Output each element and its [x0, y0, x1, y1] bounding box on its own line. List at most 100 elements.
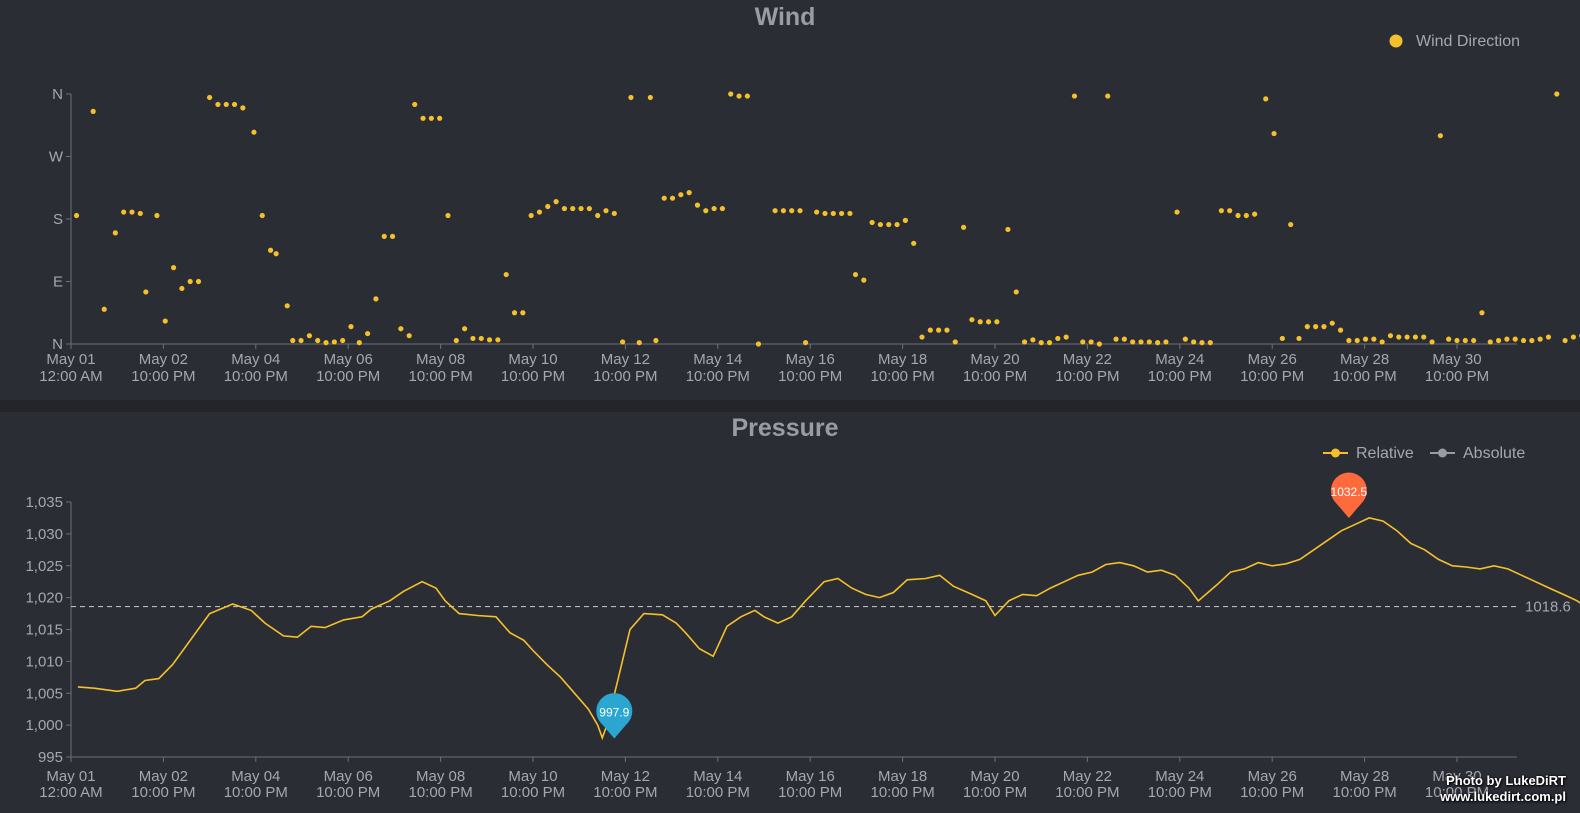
- wind-point: [1537, 336, 1543, 342]
- wind-point: [1174, 209, 1180, 215]
- wind-point: [969, 317, 975, 323]
- wind-point: [154, 212, 160, 219]
- wind-x-tick-label: May 24: [1155, 351, 1204, 368]
- wind-point: [1520, 337, 1527, 344]
- wind-point: [143, 289, 149, 295]
- wind-point: [462, 326, 468, 332]
- pressure-x-tick-label: 10:00 PM: [408, 784, 472, 801]
- wind-point: [1163, 339, 1169, 345]
- wind-point: [1545, 334, 1552, 340]
- wind-point: [1155, 340, 1161, 346]
- wind-point: [240, 105, 246, 111]
- wind-point: [586, 205, 592, 212]
- pressure-x-tick-label: May 30: [1432, 768, 1481, 785]
- wind-point: [1263, 96, 1269, 102]
- wind-point: [1529, 337, 1535, 344]
- wind-point: [985, 319, 992, 325]
- pressure-y-ticks: 995 1,000 1,005 1,010 1,015 1,020 1,025 1,030 1,…: [25, 494, 71, 766]
- pressure-x-tick-label: May 20: [970, 768, 1019, 785]
- wind-point: [919, 334, 925, 340]
- pressure-x-tick-label: 10:00 PM: [593, 784, 657, 801]
- wind-x-tick-label: 10:00 PM: [870, 368, 934, 385]
- wind-point: [570, 205, 576, 212]
- pressure-x-tick-label: 10:00 PM: [686, 784, 750, 801]
- wind-point: [162, 318, 168, 324]
- wind-point: [628, 94, 634, 101]
- wind-x-tick-label: 12:00 AM: [39, 368, 102, 385]
- wind-point: [678, 192, 684, 198]
- pressure-x-tick-label: 10:00 PM: [1332, 784, 1396, 801]
- wind-point: [1504, 336, 1510, 342]
- wind-point: [1346, 337, 1352, 344]
- wind-point: [1371, 336, 1377, 342]
- pressure-x-tick-label: May 01: [46, 768, 95, 785]
- wind-point: [711, 205, 717, 212]
- wind-x-tick-label: 10:00 PM: [1332, 368, 1396, 385]
- wind-y-ticks: N E S W N: [49, 86, 71, 353]
- wind-point: [356, 340, 362, 346]
- wind-point: [802, 340, 809, 346]
- pressure-x-tick-label: 10:00 PM: [1240, 784, 1304, 801]
- wind-point: [365, 330, 371, 337]
- wind-point: [902, 217, 908, 223]
- wind-point: [137, 210, 143, 217]
- wind-x-tick-label: 10:00 PM: [1055, 368, 1119, 385]
- pressure-y-tick-label: 1,025: [25, 558, 63, 575]
- wind-point: [561, 205, 568, 212]
- pressure-x-tick-label: May 18: [878, 768, 927, 785]
- max-marker-label: 1032.5: [1331, 485, 1368, 499]
- wind-point: [1063, 334, 1069, 340]
- wind-point: [528, 212, 534, 219]
- wind-point: [306, 333, 312, 339]
- wind-point: [852, 271, 859, 278]
- wind-point: [1021, 339, 1028, 345]
- wind-x-tick-label: 10:00 PM: [1425, 368, 1489, 385]
- wind-point: [1321, 324, 1327, 330]
- wind-point: [894, 221, 900, 228]
- wind-point: [1030, 337, 1036, 343]
- wind-point: [90, 108, 96, 114]
- wind-point: [1113, 336, 1119, 342]
- wind-chart-panel: Wind Wind Direction N E S W N May 01 12:00 AM…: [0, 0, 1580, 400]
- wind-x-tick-label: May 04: [231, 351, 280, 368]
- wind-point: [284, 303, 290, 309]
- max-marker[interactable]: 1032.5: [1331, 472, 1368, 518]
- wind-legend-marker: [1389, 34, 1403, 48]
- wind-point: [315, 337, 321, 344]
- wind-point: [1080, 339, 1086, 345]
- wind-point: [406, 333, 412, 339]
- wind-point: [789, 208, 795, 214]
- wind-x-tick-label: May 18: [878, 351, 927, 368]
- wind-point: [877, 221, 884, 228]
- wind-point: [1446, 336, 1452, 342]
- wind-x-tick-label: 10:00 PM: [501, 368, 565, 385]
- wind-point: [223, 101, 229, 108]
- wind-point: [1379, 339, 1385, 345]
- min-marker-pin: [596, 693, 633, 739]
- wind-y-tick-label: S: [53, 211, 63, 228]
- min-marker[interactable]: 997.9: [596, 693, 633, 739]
- wind-point: [1005, 226, 1011, 233]
- pressure-legend-relative[interactable]: Relative: [1323, 445, 1414, 462]
- wind-point: [470, 335, 476, 342]
- wind-point: [636, 340, 642, 346]
- wind-point: [215, 101, 221, 108]
- wind-points: [73, 91, 1580, 347]
- wind-point: [170, 265, 177, 271]
- wind-point: [1218, 208, 1224, 214]
- wind-point: [1462, 337, 1468, 344]
- wind-point: [298, 337, 304, 344]
- wind-point: [511, 310, 518, 316]
- wind-point: [1288, 221, 1294, 228]
- wind-x-tick-label: 10:00 PM: [1148, 368, 1212, 385]
- wind-point: [797, 208, 803, 214]
- wind-point: [669, 195, 676, 201]
- wind-point: [1130, 339, 1136, 345]
- wind-legend[interactable]: Wind Direction: [1389, 33, 1521, 50]
- pressure-legend-absolute[interactable]: Absolute: [1430, 445, 1525, 462]
- wind-x-tick-label: 10:00 PM: [593, 368, 657, 385]
- wind-y-tick-label: E: [53, 274, 63, 291]
- wind-point: [1235, 212, 1241, 219]
- wind-point: [340, 337, 346, 344]
- pressure-x-tick-label: May 22: [1063, 768, 1112, 785]
